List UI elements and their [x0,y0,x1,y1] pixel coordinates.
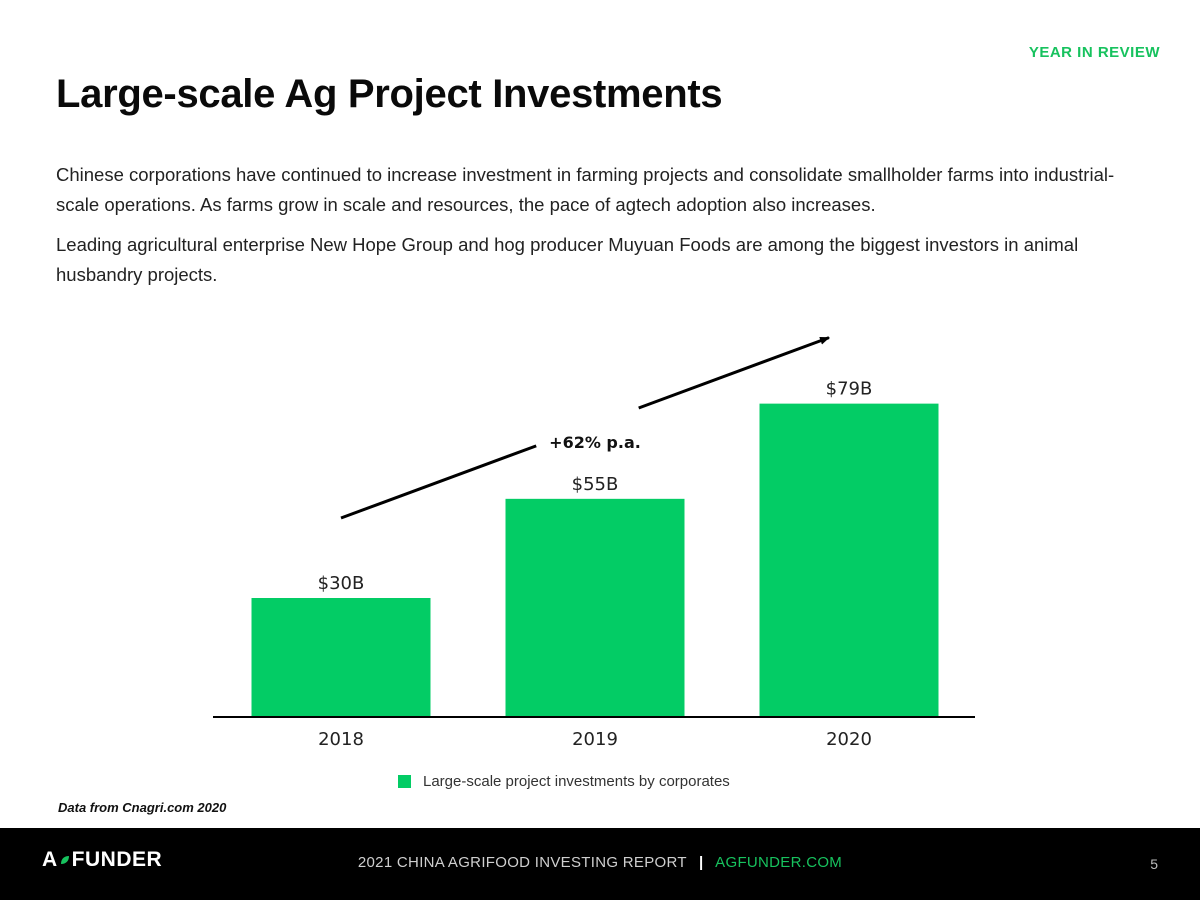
trend-arrow-segment-end [638,336,830,410]
logo-text-funder: FUNDER [71,848,163,871]
page-number: 5 [1150,856,1158,872]
source-note: Data from Cnagri.com 2020 [58,800,227,815]
bar-2020 [759,403,939,717]
footer-bar: A FUNDER 2021 CHINA AGRIFOOD INVESTING R… [0,828,1200,900]
section-kicker: YEAR IN REVIEW [1028,44,1160,61]
logo-text-a: A [42,848,58,871]
footer-report-line: 2021 CHINA AGRIFOOD INVESTING REPORT | A… [0,854,1200,871]
leaf-icon [60,856,69,864]
body-paragraph-1: Chinese corporations have continued to i… [56,164,1115,215]
investment-bar-chart: $30B $55B $79B 2018 2019 2020 +62% p.a. [213,336,975,750]
data-label-2018: $30B [318,573,365,594]
legend-label: Large-scale project investments by corpo… [423,773,730,790]
body-text: Chinese corporations have continued to i… [56,160,1156,300]
report-name: 2021 CHINA AGRIFOOD INVESTING REPORT [357,854,687,871]
bar-2019 [505,498,685,717]
body-paragraph-2: Leading agricultural enterprise New Hope… [56,234,1079,285]
x-tick-label-2020: 2020 [826,729,872,750]
data-label-2020: $79B [826,379,873,400]
legend-swatch [398,775,411,788]
data-label-2019: $55B [572,474,619,495]
trend-arrow-segment-start [340,444,537,520]
chart-legend: Large-scale project investments by corpo… [398,773,730,790]
x-tick-label-2019: 2019 [572,729,618,750]
website-link[interactable]: AGFUNDER.COM [715,854,843,871]
agfunder-logo: A FUNDER [42,848,162,872]
page-title: Large-scale Ag Project Investments [56,72,723,116]
x-tick-label-2018: 2018 [318,729,364,750]
bar-2018 [251,598,431,717]
footer-separator: | [699,854,704,871]
growth-annotation: +62% p.a. [549,433,641,452]
